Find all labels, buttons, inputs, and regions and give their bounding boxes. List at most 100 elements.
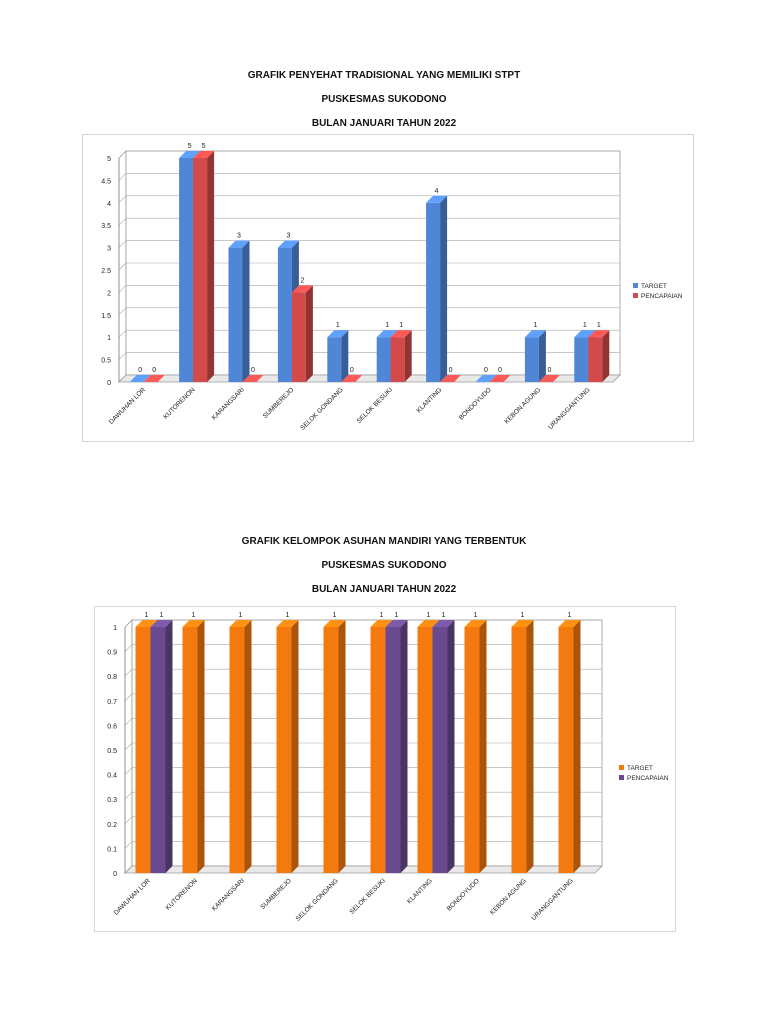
chart1-bar-front — [277, 247, 292, 382]
chart1-ytick-label: 3.5 — [101, 223, 111, 230]
chart2-bar-side — [573, 620, 581, 873]
chart2-ytick-label: 0.2 — [107, 822, 117, 829]
chart2-data-label: 1 — [474, 612, 478, 619]
chart1-ytick-label: 4.5 — [101, 178, 111, 185]
chart2-xtick-label: SELOK BESUKI — [348, 877, 387, 916]
chart1-bar-front — [588, 337, 603, 382]
chart1-data-label: 1 — [399, 322, 403, 329]
chart2-bar-front — [276, 627, 292, 873]
chart1-bar-top — [440, 375, 462, 382]
chart1-data-label: 1 — [583, 322, 587, 329]
chart2-xtick-label: KUTORENON — [165, 877, 199, 911]
chart2-bar-side — [197, 620, 205, 873]
chart1-bar-top — [426, 195, 448, 203]
chart2-xtick-label: KEBON AGUNG — [489, 877, 528, 916]
chart1-xtick-label: KLANTING — [416, 386, 444, 414]
chart2-bar-top — [150, 620, 173, 627]
chart1-ytick-label: 4 — [107, 201, 111, 208]
chart2-gridline-side — [124, 693, 133, 702]
chart2-ytick-label: 0.7 — [107, 699, 117, 706]
chart2-bar-front — [370, 627, 386, 873]
chart2-bar-top — [276, 620, 299, 627]
chart1-xtick-label: BONDOYUDO — [458, 386, 493, 421]
chart2-bar — [558, 620, 581, 873]
chart2-bar-top — [182, 620, 205, 627]
chart1-ytick-label: 0 — [107, 380, 111, 387]
chart2-bar-front — [182, 627, 198, 873]
chart2-ytick-label: 0.6 — [107, 723, 117, 730]
chart1-gridline-side — [118, 240, 127, 248]
chart1-bar-top — [489, 375, 511, 382]
chart2-xtick-label: SELOK GONDANG — [295, 877, 340, 922]
chart1-bar — [242, 375, 264, 382]
chart1-xtick-label: DAWUHAN LOR — [108, 386, 147, 425]
chart1-bar-front — [376, 337, 391, 382]
chart1-bar-top — [179, 151, 201, 158]
chart1-gridline-side — [118, 352, 127, 360]
chart2-bar-side — [165, 620, 173, 873]
chart2-ytick-label: 1 — [113, 625, 117, 632]
chart1-data-label: 0 — [449, 367, 453, 374]
chart1-bar-top — [228, 240, 250, 248]
chart1-legend-label: PENCAPAIAN — [641, 293, 683, 300]
chart1-gridline-side — [118, 285, 127, 293]
chart1-data-label: 5 — [188, 143, 192, 150]
chart2-bar-top — [464, 620, 487, 627]
chart1-data-label: 0 — [350, 367, 354, 374]
chart2-bar-front — [135, 627, 151, 873]
chart1-data-label: 0 — [547, 367, 551, 374]
chart1-bar — [291, 285, 313, 382]
chart1-bar — [390, 330, 412, 382]
chart1-bar — [193, 151, 215, 382]
chart2-data-label: 1 — [160, 612, 164, 619]
chart2-bar-front — [323, 627, 339, 873]
chart1-title: GRAFIK PENYEHAT TRADISIONAL YANG MEMILIK… — [247, 70, 521, 81]
chart1-xtick-label: URANGGANTUNG — [547, 386, 592, 431]
chart2-bar-top — [323, 620, 346, 627]
chart2-ytick-label: 0 — [113, 871, 117, 878]
chart2-bar-side — [447, 620, 455, 873]
chart2-bar-top — [558, 620, 581, 627]
chart2-svg: 0 0.1 0.2 0.3 0.4 0.5 0.6 0.7 0.8 0.9 1 1 1 DAWUHAN L… — [107, 612, 668, 923]
chart2-period: BULAN JANUARI TAHUN 2022 — [311, 584, 457, 595]
chart2-bar-top — [370, 620, 393, 627]
chart1-ytick-label: 1.5 — [101, 313, 111, 320]
chart1-bar-front — [524, 337, 539, 382]
chart1-bar — [426, 195, 448, 382]
chart1-ytick-label: 2.5 — [101, 268, 111, 275]
chart2-bar-top — [135, 620, 158, 627]
chart1-xtick-label: KUTORENON — [162, 386, 196, 420]
chart1-ytick-label: 3 — [107, 246, 111, 253]
chart1-gridline-side — [118, 307, 127, 316]
chart2-data-label: 1 — [442, 612, 446, 619]
chart2-bar-top — [511, 620, 534, 627]
chart2-bar — [276, 620, 299, 873]
chart1-bar — [588, 330, 610, 382]
chart1-ytick-label: 2 — [107, 290, 111, 297]
chart2-xtick-label: DAWUHAN LOR — [113, 877, 152, 916]
chart1-bar-front — [426, 202, 441, 382]
chart1-data-label: 0 — [484, 367, 488, 374]
chart1-bar-side — [207, 151, 215, 382]
chart2-data-label: 1 — [145, 612, 149, 619]
chart2-bar-top — [385, 620, 408, 627]
chart1-data-label: 1 — [336, 322, 340, 329]
chart2-bar-top — [417, 620, 440, 627]
chart1-subtitle: PUSKESMAS SUKODONO — [321, 94, 447, 105]
chart1-data-label: 1 — [385, 322, 389, 329]
chart1-bar-top — [376, 330, 398, 338]
chart1-gridline-side — [118, 195, 127, 204]
chart1-bar-front — [574, 337, 589, 382]
chart2-legend-swatch — [619, 765, 624, 770]
chart1-bar-side — [440, 195, 448, 382]
chart2-data-label: 1 — [380, 612, 384, 619]
chart1-data-label: 2 — [300, 277, 304, 284]
chart1-xtick-label: KEBON AGUNG — [503, 386, 542, 425]
chart1-data-label: 0 — [251, 367, 255, 374]
chart2-legend-label: TARGET — [627, 765, 653, 772]
chart2-subtitle: PUSKESMAS SUKODONO — [321, 560, 447, 571]
chart1-bar-top — [327, 330, 349, 338]
chart1-ytick-label: 0.5 — [101, 358, 111, 365]
chart1-xtick-label: SELOK BESUKI — [356, 386, 395, 425]
